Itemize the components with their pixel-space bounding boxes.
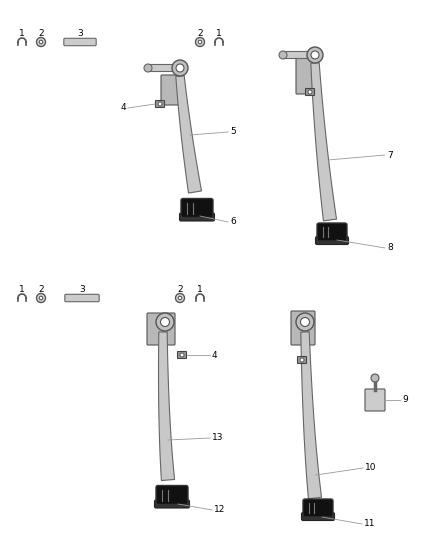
Text: 9: 9	[402, 395, 408, 405]
Circle shape	[176, 64, 184, 72]
FancyBboxPatch shape	[317, 223, 347, 241]
Text: 1: 1	[197, 285, 203, 294]
Circle shape	[156, 313, 174, 331]
Text: 4: 4	[120, 103, 126, 112]
FancyBboxPatch shape	[315, 237, 349, 245]
FancyBboxPatch shape	[365, 389, 385, 411]
Text: 7: 7	[387, 150, 393, 159]
FancyBboxPatch shape	[155, 101, 165, 108]
Circle shape	[178, 296, 182, 300]
Text: 1: 1	[216, 28, 222, 37]
Circle shape	[36, 37, 46, 46]
FancyBboxPatch shape	[156, 486, 188, 505]
Polygon shape	[176, 76, 201, 193]
FancyBboxPatch shape	[155, 500, 190, 508]
FancyBboxPatch shape	[291, 311, 315, 345]
FancyBboxPatch shape	[181, 198, 213, 217]
FancyBboxPatch shape	[161, 75, 183, 105]
Circle shape	[36, 294, 46, 303]
FancyBboxPatch shape	[180, 213, 215, 221]
Text: 3: 3	[79, 285, 85, 294]
Text: 2: 2	[38, 28, 44, 37]
Text: 2: 2	[177, 285, 183, 294]
Circle shape	[172, 60, 188, 76]
FancyBboxPatch shape	[177, 351, 187, 359]
Text: 12: 12	[214, 505, 226, 514]
FancyBboxPatch shape	[147, 64, 181, 71]
Text: 4: 4	[212, 351, 218, 359]
FancyBboxPatch shape	[147, 313, 175, 345]
Circle shape	[296, 313, 314, 331]
Circle shape	[307, 47, 323, 63]
Text: 10: 10	[365, 464, 377, 472]
Text: 6: 6	[230, 217, 236, 227]
Circle shape	[39, 296, 43, 300]
FancyBboxPatch shape	[305, 88, 314, 95]
FancyBboxPatch shape	[301, 513, 335, 521]
Text: 11: 11	[364, 520, 375, 529]
FancyBboxPatch shape	[65, 294, 99, 302]
Text: 8: 8	[387, 244, 393, 253]
Circle shape	[176, 294, 184, 303]
Circle shape	[308, 90, 312, 94]
Polygon shape	[159, 332, 175, 481]
Text: 2: 2	[197, 28, 203, 37]
FancyBboxPatch shape	[296, 54, 318, 94]
Text: 13: 13	[212, 433, 223, 442]
FancyBboxPatch shape	[303, 499, 333, 517]
Polygon shape	[311, 63, 336, 221]
Circle shape	[158, 102, 162, 106]
Text: 2: 2	[38, 285, 44, 294]
Circle shape	[300, 358, 304, 362]
Circle shape	[371, 374, 379, 382]
Circle shape	[39, 40, 43, 44]
Polygon shape	[301, 332, 321, 499]
Circle shape	[300, 318, 310, 327]
Text: 3: 3	[77, 28, 83, 37]
Circle shape	[180, 353, 184, 357]
Circle shape	[198, 40, 202, 44]
Circle shape	[160, 318, 170, 327]
Text: 5: 5	[230, 127, 236, 136]
Circle shape	[144, 64, 152, 72]
FancyBboxPatch shape	[282, 52, 316, 59]
Circle shape	[279, 51, 287, 59]
Text: 1: 1	[19, 285, 25, 294]
FancyBboxPatch shape	[297, 357, 307, 364]
FancyBboxPatch shape	[64, 38, 96, 46]
Circle shape	[195, 37, 205, 46]
Circle shape	[311, 51, 319, 59]
Text: 1: 1	[19, 28, 25, 37]
